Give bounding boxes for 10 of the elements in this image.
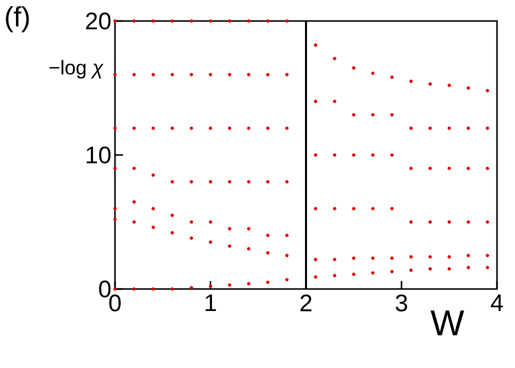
x-tick-label: 2 (300, 294, 312, 312)
x-tick-label: 1 (206, 294, 216, 311)
y-tick-label: 10 (86, 146, 111, 164)
y-tick-label: 20 (86, 12, 111, 30)
text: (f) (6, 6, 29, 32)
x-tick-label: 4 (490, 294, 503, 311)
y-axis-title: −log χ (50, 60, 104, 79)
x-tick-label: 3 (396, 294, 408, 312)
y-tick-label: 0 (99, 280, 111, 298)
x-axis-title: W (430, 310, 464, 336)
